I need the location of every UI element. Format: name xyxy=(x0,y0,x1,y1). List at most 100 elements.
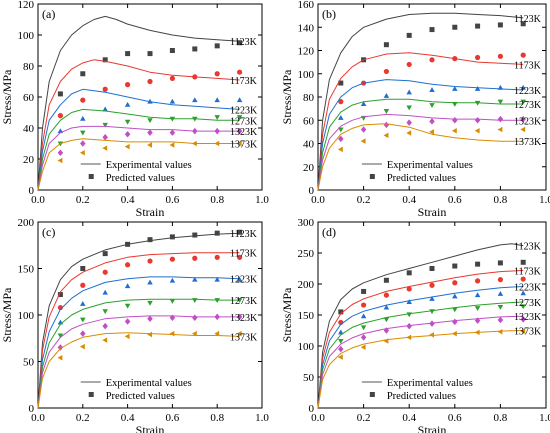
predicted-point xyxy=(102,269,108,275)
curve-label-1223K: 1223K xyxy=(230,275,258,286)
y-tick-label: 20 xyxy=(303,162,315,174)
predicted-point xyxy=(406,105,412,111)
predicted-point xyxy=(80,140,86,147)
legend-marker-swatch xyxy=(88,174,94,179)
legend-entry-experimental: Experimental values xyxy=(106,378,192,389)
predicted-point xyxy=(214,97,220,103)
predicted-point xyxy=(236,140,242,147)
predicted-point xyxy=(214,230,220,236)
predicted-point xyxy=(147,258,153,264)
predicted-point xyxy=(57,149,64,157)
predicted-point xyxy=(236,97,243,103)
y-tick-label: 50 xyxy=(23,357,35,369)
predicted-point xyxy=(124,143,130,150)
predicted-point xyxy=(147,78,153,85)
predicted-point xyxy=(497,22,503,28)
predicted-point xyxy=(80,115,86,121)
predicted-point xyxy=(57,157,63,164)
predicted-point xyxy=(360,344,366,350)
x-tick-label: 0.0 xyxy=(311,412,325,424)
series-1373K: 1373K xyxy=(37,330,258,409)
panel-label: (c) xyxy=(42,225,55,239)
predicted-point xyxy=(57,333,64,339)
curve-label-1273K: 1273K xyxy=(230,116,258,127)
predicted-point xyxy=(452,293,458,299)
predicted-point xyxy=(475,54,481,61)
predicted-point xyxy=(360,325,367,331)
legend-marker-swatch xyxy=(369,174,375,179)
predicted-point xyxy=(406,32,412,38)
legend-entry-experimental: Experimental values xyxy=(106,160,192,171)
curve-label-1373K: 1373K xyxy=(230,332,258,343)
predicted-point xyxy=(406,322,412,330)
predicted-point xyxy=(102,106,108,112)
predicted-point xyxy=(429,282,435,288)
predicted-point xyxy=(169,116,176,122)
x-tick-label: 1.0 xyxy=(539,412,550,424)
x-tick-label: 0.2 xyxy=(357,194,371,206)
predicted-point xyxy=(237,69,243,75)
curve-label-1323K: 1323K xyxy=(514,116,542,127)
predicted-point xyxy=(406,312,412,318)
predicted-point xyxy=(192,46,198,52)
predicted-point xyxy=(497,277,503,283)
predicted-point xyxy=(474,117,481,124)
y-tick-label: 80 xyxy=(23,61,35,73)
predicted-point xyxy=(520,99,526,105)
predicted-point xyxy=(406,130,412,136)
predicted-point xyxy=(57,113,64,119)
x-tick-label: 0.2 xyxy=(76,194,90,206)
predicted-point xyxy=(192,116,198,122)
predicted-point xyxy=(337,146,343,153)
y-tick-label: 120 xyxy=(298,46,315,58)
curve-label-1373K: 1373K xyxy=(230,140,258,151)
predicted-point xyxy=(474,100,481,106)
experimental-curve-1173K xyxy=(317,269,524,409)
predicted-point xyxy=(429,87,435,93)
predicted-point xyxy=(520,115,526,123)
predicted-point xyxy=(497,126,503,133)
predicted-point xyxy=(192,314,198,322)
series-1373K: 1373K xyxy=(37,138,258,191)
predicted-point xyxy=(338,99,344,105)
predicted-point xyxy=(169,98,176,104)
predicted-point xyxy=(236,127,243,135)
series-1323K: 1323K xyxy=(317,113,542,191)
predicted-point xyxy=(338,80,344,86)
y-tick-label: 140 xyxy=(298,22,315,34)
predicted-point xyxy=(147,331,152,338)
series-1123K: 1123K xyxy=(317,242,542,409)
predicted-point xyxy=(57,304,64,311)
predicted-point xyxy=(102,309,108,315)
predicted-point xyxy=(192,298,198,303)
experimental-curve-1173K xyxy=(37,252,240,409)
predicted-point xyxy=(452,318,458,326)
predicted-point xyxy=(214,313,220,321)
legend-entry-predicted: Predicted values xyxy=(106,173,175,184)
predicted-point xyxy=(192,276,198,282)
experimental-curve-1123K xyxy=(317,12,524,191)
y-tick-label: 50 xyxy=(303,372,315,384)
predicted-point xyxy=(147,315,153,322)
predicted-point xyxy=(429,57,435,63)
predicted-point xyxy=(169,330,175,337)
curve-label-1173K: 1173K xyxy=(514,60,542,71)
series-1323K: 1323K xyxy=(37,125,258,191)
predicted-point xyxy=(80,282,86,288)
predicted-point xyxy=(452,101,458,107)
x-tick-label: 0.0 xyxy=(31,194,45,206)
predicted-point xyxy=(237,229,243,235)
predicted-point xyxy=(429,27,435,33)
predicted-point xyxy=(237,254,243,260)
series-1273K: 1273K xyxy=(317,298,542,409)
curve-label-1173K: 1173K xyxy=(514,266,542,277)
y-tick-label: 100 xyxy=(18,310,35,322)
y-axis-label: Stress/MPa xyxy=(280,287,294,342)
predicted-point xyxy=(236,115,243,121)
curve-label-1323K: 1323K xyxy=(514,312,542,323)
curve-label-1223K: 1223K xyxy=(514,282,542,293)
x-tick-label: 0.0 xyxy=(31,412,45,424)
predicted-point xyxy=(475,278,481,284)
experimental-curve-1373K xyxy=(37,332,240,409)
y-tick-label: 60 xyxy=(23,92,35,104)
